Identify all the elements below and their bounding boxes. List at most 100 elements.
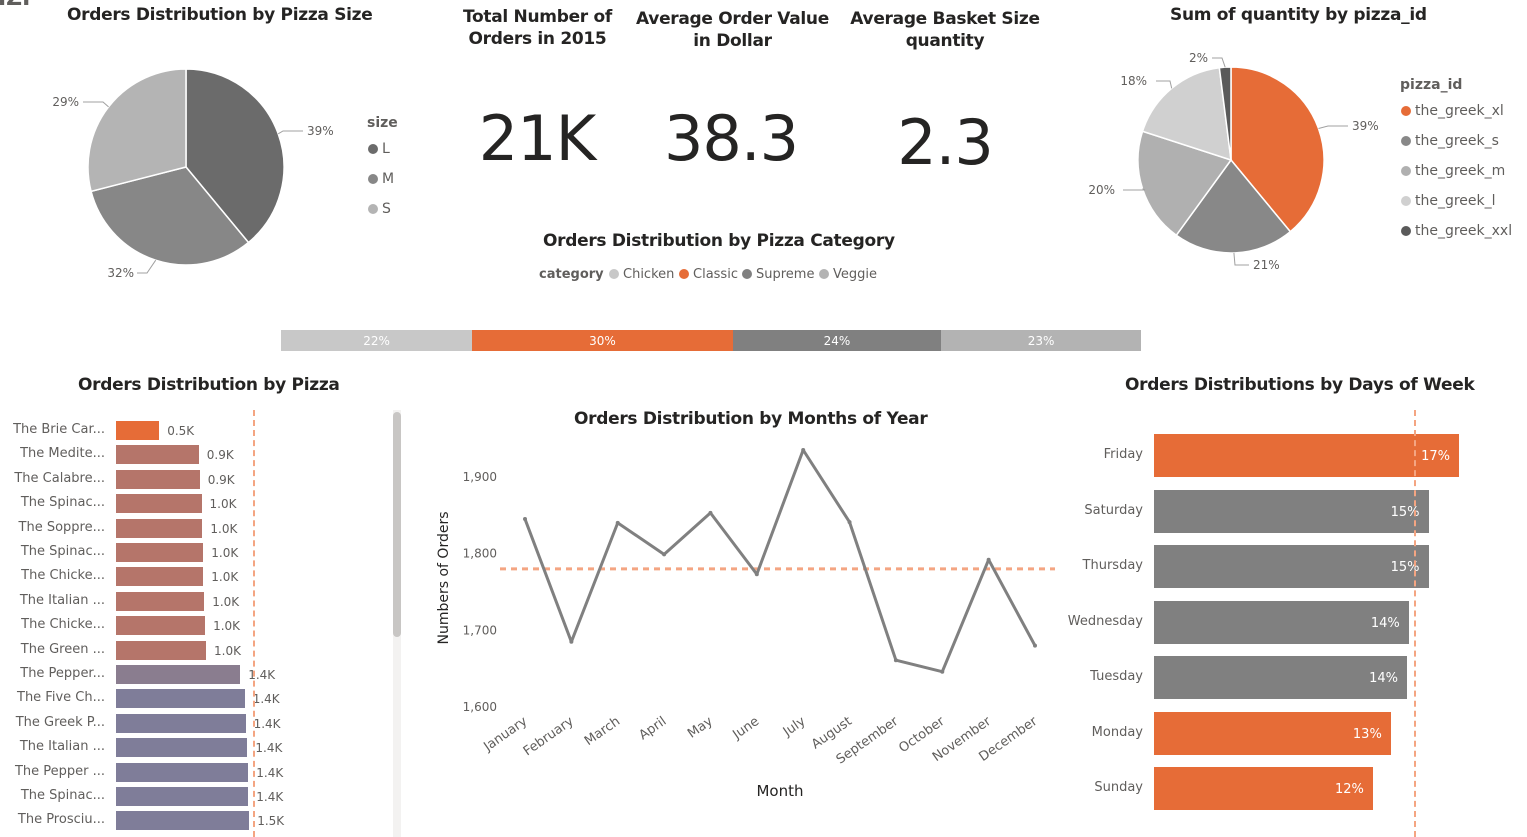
line-data-point[interactable] xyxy=(986,557,991,562)
x-tick-label: June xyxy=(729,714,762,743)
pizza-average-line xyxy=(253,410,255,837)
pizza-bar[interactable] xyxy=(116,738,248,758)
y-tick-label: 1,900 xyxy=(463,470,497,484)
pizza-bar[interactable] xyxy=(116,567,204,587)
category-legend-item[interactable]: Classic xyxy=(679,267,738,282)
day-bar-thursday[interactable] xyxy=(1154,545,1429,588)
pizza-bar-value: 1.0K xyxy=(211,546,239,560)
day-bar-wednesday[interactable] xyxy=(1154,600,1409,644)
day-bar-tuesday[interactable] xyxy=(1154,656,1407,699)
pizza-bar[interactable] xyxy=(116,445,199,465)
legend-dot-icon xyxy=(368,204,378,214)
kpi-total-orders-title: Total Number of Orders in 2015 xyxy=(463,7,612,49)
pizza-label: The Medite... xyxy=(20,446,105,462)
size-pie-leader-line xyxy=(83,101,109,108)
day-label: Friday xyxy=(1103,447,1143,462)
day-bar-friday[interactable] xyxy=(1154,434,1459,477)
line-data-point[interactable] xyxy=(615,520,620,525)
quantity-pie-slice-label: 20% xyxy=(1088,183,1115,197)
pizza-label: The Chicke... xyxy=(21,568,105,584)
day-label: Sunday xyxy=(1094,780,1143,795)
pizza-bar-value: 1.5K xyxy=(257,814,285,829)
quantity-pie-slice-the-greek-xl[interactable] xyxy=(1230,66,1325,233)
pizza-bar[interactable] xyxy=(116,713,246,733)
pizza-bar-value: 1.4K xyxy=(252,692,280,707)
quantity-pie-leader-line xyxy=(1123,188,1146,191)
line-data-point[interactable] xyxy=(847,520,852,525)
category-segment-veggie[interactable]: 23% xyxy=(941,330,1141,351)
category-bar-title: Orders Distribution by Pizza Category xyxy=(543,231,895,251)
y-axis-label: Numbers of Orders xyxy=(436,511,452,644)
category-segment-classic[interactable]: 30% xyxy=(472,330,733,351)
line-data-point[interactable] xyxy=(523,517,527,522)
pizza-bar[interactable] xyxy=(116,640,206,660)
pizza-bar[interactable] xyxy=(116,689,245,709)
category-segment-supreme[interactable]: 24% xyxy=(732,330,942,351)
pizza-bar[interactable] xyxy=(116,811,250,831)
day-bar-value: 15% xyxy=(1390,504,1420,520)
size-pie-slice-label: 32% xyxy=(107,266,134,280)
quantity-legend-label: the_greek_s xyxy=(1415,133,1499,149)
kpi-basket-size-title: Average Basket Size quantity xyxy=(850,9,1040,51)
category-segment-chicken[interactable]: 22% xyxy=(281,330,473,351)
orders-series-line[interactable] xyxy=(523,448,1037,674)
size-pie-slice-label: 29% xyxy=(52,95,79,109)
day-label: Wednesday xyxy=(1067,613,1143,629)
size-legend-item[interactable]: S xyxy=(368,201,391,217)
quantity-legend-item[interactable]: the_greek_xxl xyxy=(1401,223,1512,239)
quantity-legend-item[interactable]: the_greek_xl xyxy=(1401,103,1504,119)
pizza-bar-value: 1.0K xyxy=(214,643,241,658)
quantity-legend-label: the_greek_xl xyxy=(1415,103,1504,119)
quantity-pie-slice-label: 39% xyxy=(1352,119,1379,133)
pizza-bar[interactable] xyxy=(116,469,200,489)
pizza-bar[interactable] xyxy=(116,421,160,440)
x-axis-label: Month xyxy=(756,782,803,800)
pizza-bar[interactable] xyxy=(116,518,203,538)
line-data-point[interactable] xyxy=(940,669,945,674)
pizza-bar-value: 1.4K xyxy=(253,716,281,731)
size-legend-item[interactable]: M xyxy=(368,171,394,187)
pizza-label: The Prosciu... xyxy=(17,812,105,828)
pizza-bar-value: 1.0K xyxy=(211,570,239,585)
day-bar-saturday[interactable] xyxy=(1154,489,1429,533)
x-tick-label: February xyxy=(521,714,577,760)
pizza-bar[interactable] xyxy=(116,543,204,562)
day-bar-value: 14% xyxy=(1369,671,1398,686)
line-data-point[interactable] xyxy=(569,639,574,644)
line-data-point[interactable] xyxy=(893,658,898,663)
pizza-bar[interactable] xyxy=(116,616,206,636)
size-pie-slice-label: 39% xyxy=(307,124,334,138)
pizza-bar-value: 0.5K xyxy=(167,424,195,438)
day-bar-value: 12% xyxy=(1334,782,1364,797)
quantity-legend-item[interactable]: the_greek_m xyxy=(1401,163,1505,179)
y-tick-label: 1,800 xyxy=(463,547,497,561)
quantity-pie-slice-label: 2% xyxy=(1189,51,1208,65)
pizza-bar[interactable] xyxy=(116,494,202,514)
kpi-avg-order-title: Average Order Value in Dollar xyxy=(636,9,829,51)
pizza-scrollbar-thumb[interactable] xyxy=(393,412,401,637)
size-legend-item[interactable]: L xyxy=(368,141,390,157)
category-legend-item[interactable]: Veggie xyxy=(819,267,877,282)
pizza-label: The Brie Car... xyxy=(13,422,105,437)
pizza-label: The Greek P... xyxy=(15,714,105,730)
day-bar-monday[interactable] xyxy=(1154,711,1391,755)
category-legend-item[interactable]: Supreme xyxy=(742,267,814,282)
pizza-bar[interactable] xyxy=(116,591,205,611)
pizza-bar[interactable] xyxy=(116,762,249,782)
quantity-legend-item[interactable]: the_greek_s xyxy=(1401,133,1499,149)
line-data-point[interactable] xyxy=(662,552,667,557)
quantity-legend-item[interactable]: the_greek_l xyxy=(1401,193,1496,209)
pizza-bar[interactable] xyxy=(116,665,241,684)
day-bar-sunday[interactable] xyxy=(1154,767,1373,810)
line-data-point[interactable] xyxy=(708,510,713,515)
line-data-point[interactable] xyxy=(754,572,759,577)
pizza-bars-title: Orders Distribution by Pizza xyxy=(78,375,340,395)
line-data-point[interactable] xyxy=(801,448,806,452)
pizza-bar[interactable] xyxy=(116,787,249,806)
category-legend-item[interactable]: Chicken xyxy=(609,267,674,282)
legend-dot-icon xyxy=(742,269,752,279)
quantity-legend-label: the_greek_xxl xyxy=(1415,223,1513,239)
line-data-point[interactable] xyxy=(1033,643,1037,648)
size-legend-label: M xyxy=(382,171,395,187)
quantity-pie-chart: 39% 21% 20% 18% 2% xyxy=(1088,51,1379,272)
